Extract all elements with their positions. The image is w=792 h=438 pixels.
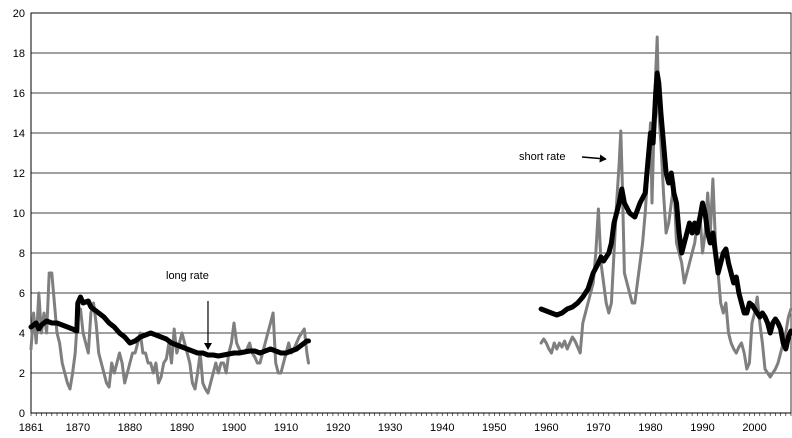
- annotations: long rate short rate: [166, 151, 607, 350]
- gridlines: [31, 12, 791, 374]
- x-tick-label: 1990: [690, 422, 714, 434]
- x-tick-label: 1970: [586, 422, 610, 434]
- y-tick-label: 10: [13, 208, 25, 220]
- x-tick-label: 1920: [326, 422, 350, 434]
- annotation-long-rate-label: long rate: [166, 270, 209, 282]
- y-tick-label: 6: [19, 288, 25, 300]
- series-line-short-rate-2: [539, 35, 792, 379]
- y-tick-label: 20: [13, 8, 25, 20]
- y-tick-label: 16: [13, 88, 25, 100]
- x-tick-label: 1930: [378, 422, 402, 434]
- x-tick-label: 1870: [66, 422, 90, 434]
- y-tick-label: 14: [13, 128, 25, 140]
- x-tick-label: 1950: [482, 422, 506, 434]
- x-tick-label: 1940: [430, 422, 454, 434]
- y-tick-label: 4: [19, 328, 25, 340]
- series-group: [28, 35, 792, 395]
- x-tick-label: 1910: [274, 422, 298, 434]
- y-tick-label: 18: [13, 48, 25, 60]
- x-tick-label: 2000: [742, 422, 766, 434]
- x-tick-label: 1880: [118, 422, 142, 434]
- annotation-short-rate-label: short rate: [519, 151, 565, 163]
- series-line-long-rate-2: [538, 70, 792, 352]
- y-tick-label: 2: [19, 368, 25, 380]
- y-tick-label: 8: [19, 248, 25, 260]
- x-tick-label: 1960: [534, 422, 558, 434]
- y-tick-label: 12: [13, 168, 25, 180]
- annotation-short-rate-arrow: [581, 154, 607, 163]
- x-tick-label: 1861: [19, 422, 43, 434]
- x-tick-label: 1900: [222, 422, 246, 434]
- y-tick-label: 0: [19, 408, 25, 420]
- x-tick-label: 1890: [170, 422, 194, 434]
- series-line-long-rate-1: [28, 294, 311, 359]
- x-tick-label: 1980: [638, 422, 662, 434]
- axes: 0 2 4 6 8 10 12 14 16 18 20 1861 1870 1880 1890 1900 191…: [13, 8, 792, 434]
